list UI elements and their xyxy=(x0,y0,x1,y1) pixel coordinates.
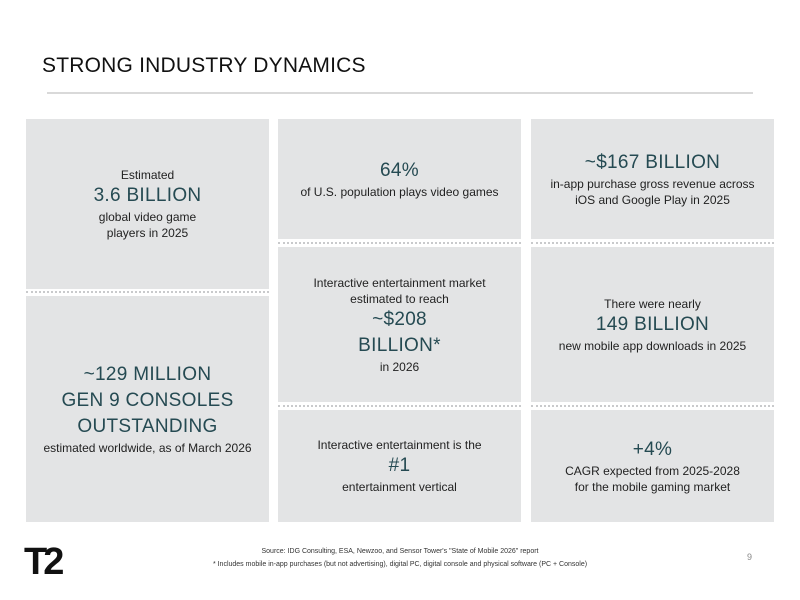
card-us-population: 64% of U.S. population plays video games xyxy=(278,119,521,239)
card-players-line1: global video game xyxy=(98,210,197,224)
card-gen9-consoles: ~129 MILLION GEN 9 CONSOLES OUTSTANDING … xyxy=(26,296,269,522)
card-consoles-value2: GEN 9 CONSOLES xyxy=(61,390,234,411)
source-note: Source: IDG Consulting, ESA, Newzoo, and… xyxy=(261,548,539,555)
card-iap-line1: in-app purchase gross revenue across xyxy=(550,177,755,191)
card-iap-value: ~$167 BILLION xyxy=(584,152,721,173)
card-market-value1: ~$208 xyxy=(372,308,427,330)
card-downloads-pre: There were nearly xyxy=(604,296,701,311)
card-entertainment-vertical: Interactive entertainment is the #1 ente… xyxy=(278,410,521,522)
card-cagr-line2: for the mobile gaming market xyxy=(574,480,731,494)
card-global-players: Estimated 3.6 BILLION global video game … xyxy=(26,119,269,289)
card-vertical-line1: entertainment vertical xyxy=(342,480,457,494)
dotted-divider xyxy=(531,242,774,244)
card-mobile-cagr: +4% CAGR expected from 2025-2028 for the… xyxy=(531,410,774,522)
dotted-divider xyxy=(531,405,774,407)
card-cagr-value: +4% xyxy=(632,439,673,460)
card-market-value2: BILLION* xyxy=(358,334,441,356)
card-app-downloads: There were nearly 149 BILLION new mobile… xyxy=(531,247,774,402)
card-consoles-value3: OUTSTANDING xyxy=(77,416,218,437)
card-players-value: 3.6 BILLION xyxy=(93,185,202,206)
card-vertical-value: #1 xyxy=(388,455,411,476)
card-market-pre1: Interactive entertainment market xyxy=(313,275,486,290)
card-vertical-pre: Interactive entertainment is the xyxy=(317,438,482,452)
t2-logo: T2 xyxy=(24,541,72,583)
dotted-divider xyxy=(26,291,269,293)
card-players-line2: players in 2025 xyxy=(106,226,189,240)
card-consoles-line1: estimated worldwide, as of March 2026 xyxy=(43,441,252,455)
page-number: 9 xyxy=(746,552,752,562)
dotted-divider xyxy=(278,242,521,244)
card-players-pre: Estimated xyxy=(120,168,175,182)
slide-title: STRONG INDUSTRY DYNAMICS xyxy=(42,54,366,77)
dotted-divider xyxy=(278,405,521,407)
footnote: * Includes mobile in-app purchases (but … xyxy=(212,561,588,568)
card-consoles-value1: ~129 MILLION xyxy=(83,364,212,385)
card-us-pop-line1: of U.S. population plays video games xyxy=(300,185,499,199)
card-downloads-line1: new mobile app downloads in 2025 xyxy=(558,338,747,353)
title-divider xyxy=(47,92,753,94)
card-cagr-line1: CAGR expected from 2025-2028 xyxy=(565,464,740,478)
card-us-pop-value: 64% xyxy=(380,160,419,181)
card-downloads-value: 149 BILLION xyxy=(595,313,710,335)
card-in-app-revenue: ~$167 BILLION in-app purchase gross reve… xyxy=(531,119,774,239)
card-market-size: Interactive entertainment market estimat… xyxy=(278,247,521,402)
card-market-pre2: estimated to reach xyxy=(350,291,449,306)
card-iap-line2: iOS and Google Play in 2025 xyxy=(575,193,730,207)
card-market-line1: in 2026 xyxy=(379,359,420,374)
